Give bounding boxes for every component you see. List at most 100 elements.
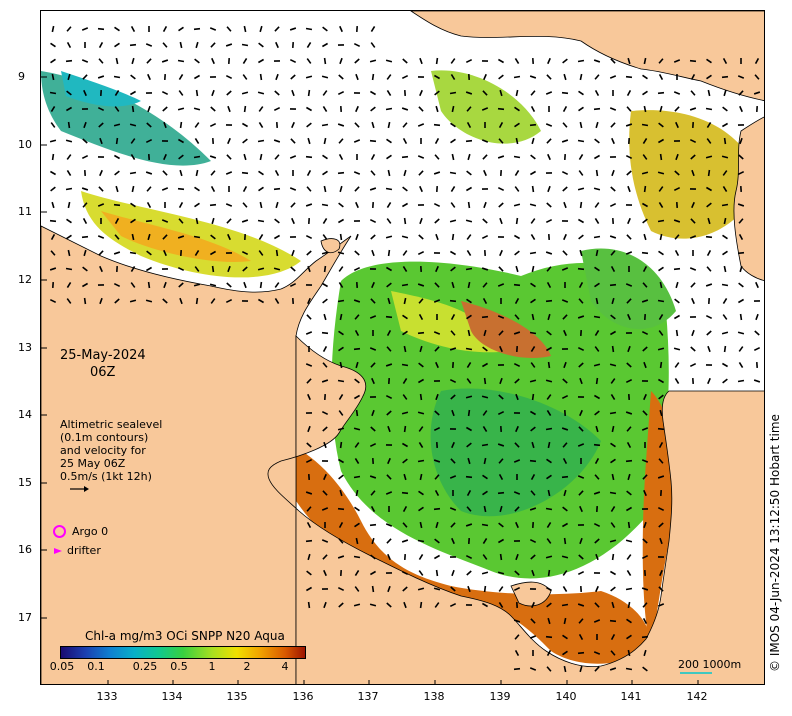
velocity-arrow (642, 666, 648, 672)
velocity-arrow (737, 379, 745, 383)
velocity-arrow (738, 362, 744, 368)
velocity-arrow (625, 75, 633, 79)
velocity-arrow (338, 602, 344, 608)
drifter-legend: drifter (53, 544, 101, 557)
velocity-arrow (305, 491, 313, 495)
velocity-arrow (561, 603, 569, 607)
velocity-arrow (322, 554, 328, 560)
velocity-arrow (209, 27, 217, 31)
velocity-arrow (419, 521, 423, 529)
velocity-arrow (242, 58, 248, 64)
velocity-arrow (515, 137, 519, 145)
velocity-arrow (369, 139, 377, 143)
velocity-arrow (177, 59, 185, 63)
velocity-arrow (563, 329, 567, 337)
velocity-arrow (114, 298, 120, 304)
velocity-arrow (531, 601, 535, 609)
velocity-arrow (354, 394, 360, 400)
velocity-arrow (435, 393, 439, 401)
velocity-arrow (578, 218, 584, 224)
velocity-arrow (594, 474, 600, 480)
velocity-arrow (115, 57, 119, 65)
velocity-arrow (499, 345, 503, 353)
velocity-arrow (211, 89, 215, 97)
velocity-arrow (321, 203, 329, 207)
velocity-arrow (689, 235, 697, 239)
velocity-arrow (113, 251, 121, 255)
velocity-arrow (114, 217, 120, 225)
velocity-arrow (113, 75, 121, 79)
velocity-arrow (115, 185, 119, 193)
velocity-arrow (258, 170, 264, 176)
velocity-arrow (241, 219, 249, 223)
velocity-arrow (673, 186, 681, 192)
velocity-arrow (433, 202, 441, 208)
velocity-arrow (562, 314, 568, 320)
velocity-arrow (162, 25, 168, 33)
velocity-arrow (467, 153, 471, 161)
velocity-arrow (435, 521, 439, 529)
velocity-arrow (674, 378, 680, 384)
velocity-arrow (483, 505, 487, 513)
velocity-arrow (515, 553, 519, 561)
velocity-arrow (147, 281, 151, 289)
velocity-arrow (418, 426, 424, 432)
velocity-arrow (98, 250, 104, 256)
velocity-arrow (514, 170, 520, 176)
velocity-arrow (482, 362, 488, 368)
velocity-arrow (627, 217, 631, 225)
velocity-arrow (530, 170, 536, 176)
velocity-arrow (370, 554, 376, 560)
velocity-arrow (291, 217, 295, 225)
velocity-arrow (609, 619, 617, 623)
velocity-arrow (194, 138, 200, 144)
velocity-arrow (50, 106, 56, 112)
lat-tick-12: 12 (18, 273, 32, 286)
velocity-arrow (258, 250, 264, 256)
velocity-arrow (579, 377, 583, 385)
velocity-arrow (306, 586, 312, 592)
velocity-arrow (162, 106, 168, 112)
velocity-arrow (450, 138, 456, 144)
velocity-arrow (418, 490, 424, 496)
velocity-arrow (370, 170, 376, 176)
velocity-arrow (690, 346, 696, 352)
velocity-arrow (546, 330, 552, 336)
velocity-arrow (595, 585, 599, 593)
velocity-arrow (739, 105, 743, 113)
velocity-arrow (466, 234, 472, 240)
velocity-arrow (385, 59, 393, 63)
velocity-arrow (466, 378, 472, 384)
map-area[interactable] (40, 10, 765, 685)
velocity-arrow (306, 169, 312, 177)
velocity-arrow (147, 73, 151, 81)
velocity-arrow (258, 186, 264, 192)
velocity-arrow (642, 602, 648, 608)
velocity-arrow (323, 265, 327, 273)
velocity-arrow (465, 58, 473, 64)
velocity-arrow (258, 106, 264, 112)
velocity-arrow (99, 265, 103, 273)
velocity-arrow (529, 459, 537, 463)
velocity-arrow (627, 521, 631, 529)
velocity-arrow (658, 122, 664, 128)
velocity-arrow (403, 169, 407, 177)
velocity-arrow (434, 154, 440, 160)
velocity-arrow (258, 42, 264, 48)
velocity-arrow (353, 427, 361, 431)
velocity-arrow (595, 121, 599, 129)
velocity-arrow (387, 121, 391, 129)
lon-tick-141: 141 (620, 690, 642, 703)
velocity-arrow (129, 43, 137, 47)
velocity-arrow (354, 122, 360, 128)
velocity-arrow (402, 394, 408, 400)
velocity-arrow (499, 553, 503, 561)
velocity-arrow (658, 138, 664, 144)
velocity-arrow (306, 442, 312, 448)
velocity-arrow (259, 201, 263, 209)
velocity-arrow (241, 171, 249, 175)
velocity-arrow (81, 187, 89, 191)
velocity-arrow (337, 251, 345, 255)
velocity-arrow (450, 74, 456, 80)
velocity-arrow (114, 170, 120, 176)
